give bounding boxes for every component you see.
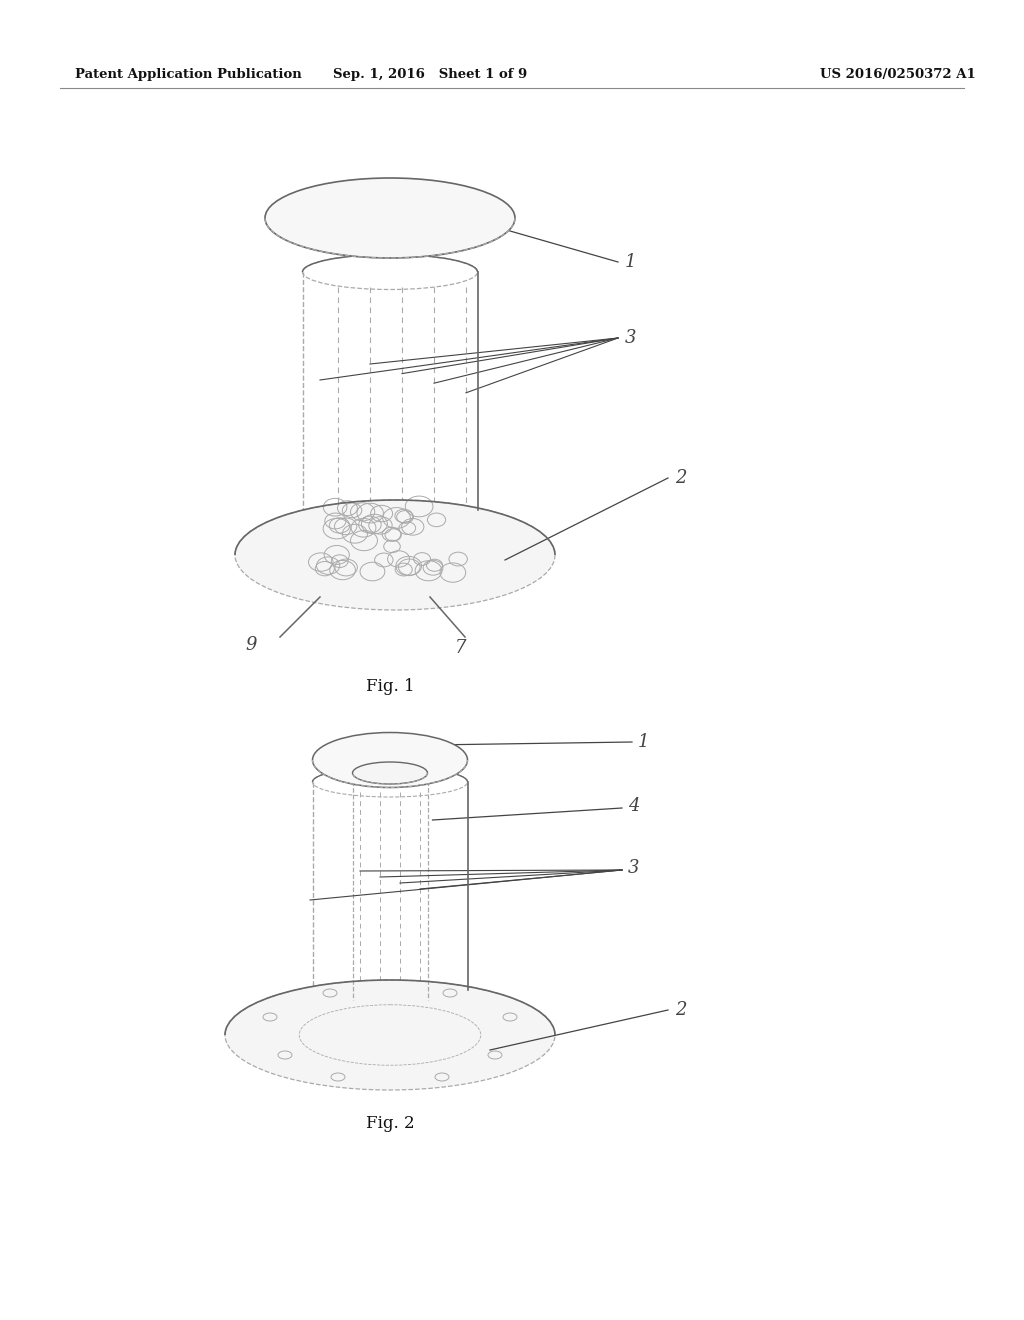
Ellipse shape bbox=[234, 500, 555, 610]
Text: Patent Application Publication: Patent Application Publication bbox=[75, 69, 302, 81]
Text: 2: 2 bbox=[675, 469, 686, 487]
Text: 3: 3 bbox=[625, 329, 637, 347]
Ellipse shape bbox=[225, 979, 555, 1090]
Text: 3: 3 bbox=[628, 859, 640, 876]
Ellipse shape bbox=[352, 762, 427, 784]
Text: Fig. 1: Fig. 1 bbox=[366, 678, 415, 696]
Text: 2: 2 bbox=[675, 1001, 686, 1019]
Ellipse shape bbox=[265, 178, 515, 257]
Text: 1: 1 bbox=[625, 253, 637, 271]
Ellipse shape bbox=[312, 733, 468, 788]
Text: 9: 9 bbox=[245, 636, 256, 653]
Text: US 2016/0250372 A1: US 2016/0250372 A1 bbox=[820, 69, 976, 81]
Text: Sep. 1, 2016   Sheet 1 of 9: Sep. 1, 2016 Sheet 1 of 9 bbox=[333, 69, 527, 81]
Text: Fig. 2: Fig. 2 bbox=[366, 1115, 415, 1133]
Text: 4: 4 bbox=[628, 797, 640, 814]
Text: 1: 1 bbox=[638, 733, 649, 751]
Text: 7: 7 bbox=[455, 639, 467, 657]
